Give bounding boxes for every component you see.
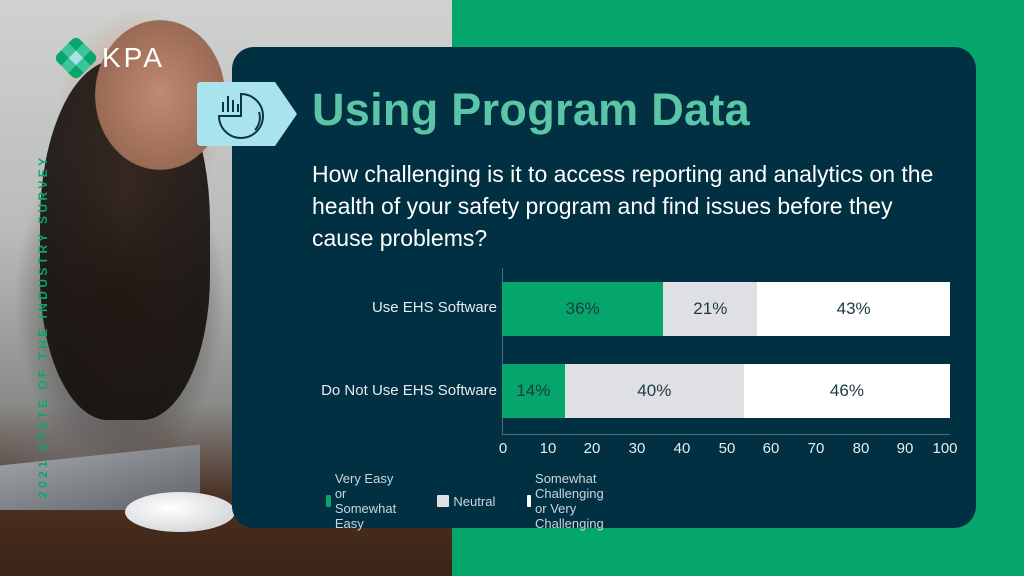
legend-label: Very Easy or Somewhat Easy [334, 471, 397, 531]
x-tick: 10 [539, 440, 557, 457]
x-axis-line [502, 434, 950, 435]
analytics-chart-icon [197, 82, 297, 146]
bar-segment-easy: 14% [502, 364, 565, 418]
x-tick: 40 [673, 440, 691, 457]
x-tick: 80 [852, 440, 870, 457]
bar-segment-challenging: 46% [743, 364, 950, 418]
x-tick: 0 [498, 440, 508, 457]
photo-detail [125, 492, 235, 532]
y-axis-line [502, 268, 503, 435]
survey-side-label: 2021 STATE OF THE INDUSTRY SURVEY [36, 154, 50, 498]
kpa-logo-icon [53, 35, 99, 81]
survey-question: How challenging is it to access reportin… [312, 161, 934, 251]
legend-item-challenging: Somewhat Challenging or Very Challenging [527, 471, 612, 531]
legend-label: Somewhat Challenging or Very Challenging [535, 471, 604, 531]
x-tick: 100 [932, 440, 958, 457]
legend-label: Neutral [453, 493, 496, 509]
bar-no-ehs: 14% 40% 46% [502, 364, 950, 418]
legend-item-easy: Very Easy or Somewhat Easy [326, 471, 403, 531]
category-label: Do Not Use EHS Software [321, 382, 497, 399]
chart-legend: Very Easy or Somewhat Easy Neutral Somew… [326, 471, 638, 531]
logo-text: KPA [102, 42, 165, 73]
bar-segment-easy: 36% [502, 282, 664, 336]
legend-item-neutral: Neutral [437, 494, 495, 509]
category-label: Use EHS Software [371, 299, 497, 316]
bar-segment-challenging: 43% [757, 282, 950, 336]
x-tick: 90 [896, 440, 914, 457]
x-tick: 20 [583, 440, 601, 457]
page-title: Using Program Data [312, 84, 750, 135]
bar-use-ehs: 36% 21% 43% [502, 282, 950, 336]
bar-segment-neutral: 40% [564, 364, 744, 418]
kpa-logo: KPA [53, 35, 165, 81]
legend-swatch-gray [437, 495, 450, 507]
legend-swatch-white [527, 495, 532, 507]
bar-segment-neutral: 21% [663, 282, 758, 336]
x-tick: 70 [807, 440, 825, 457]
legend-swatch-green [326, 495, 331, 507]
x-tick: 50 [718, 440, 736, 457]
x-tick: 60 [762, 440, 780, 457]
x-tick: 30 [628, 440, 646, 457]
